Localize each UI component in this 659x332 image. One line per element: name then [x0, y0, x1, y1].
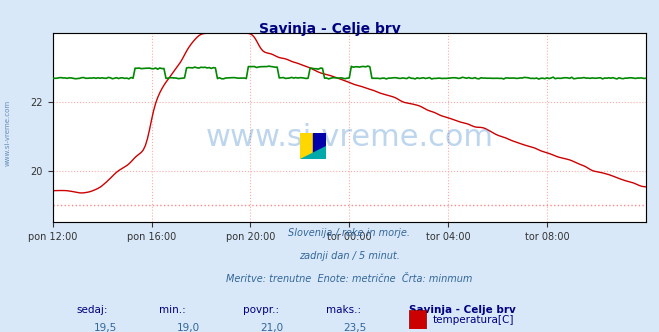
Text: Meritve: trenutne  Enote: metrične  Črta: minmum: Meritve: trenutne Enote: metrične Črta: … — [226, 275, 473, 285]
Text: 21,0: 21,0 — [260, 323, 283, 332]
Text: www.si-vreme.com: www.si-vreme.com — [5, 100, 11, 166]
Bar — [313, 133, 326, 159]
Text: Slovenija / reke in morje.: Slovenija / reke in morje. — [288, 228, 411, 238]
Text: povpr.:: povpr.: — [243, 305, 279, 315]
Text: sedaj:: sedaj: — [76, 305, 108, 315]
Text: 19,5: 19,5 — [94, 323, 117, 332]
Text: 23,5: 23,5 — [343, 323, 366, 332]
Text: Savinja - Celje brv: Savinja - Celje brv — [409, 305, 515, 315]
Text: 19,0: 19,0 — [177, 323, 200, 332]
FancyBboxPatch shape — [409, 309, 426, 329]
FancyBboxPatch shape — [409, 329, 426, 332]
Text: temperatura[C]: temperatura[C] — [432, 315, 514, 325]
Text: www.si-vreme.com: www.si-vreme.com — [205, 123, 494, 152]
Text: maks.:: maks.: — [326, 305, 360, 315]
Text: zadnji dan / 5 minut.: zadnji dan / 5 minut. — [299, 251, 400, 261]
Polygon shape — [300, 146, 326, 159]
Text: Savinja - Celje brv: Savinja - Celje brv — [258, 22, 401, 36]
Text: min.:: min.: — [159, 305, 186, 315]
Bar — [300, 133, 313, 159]
